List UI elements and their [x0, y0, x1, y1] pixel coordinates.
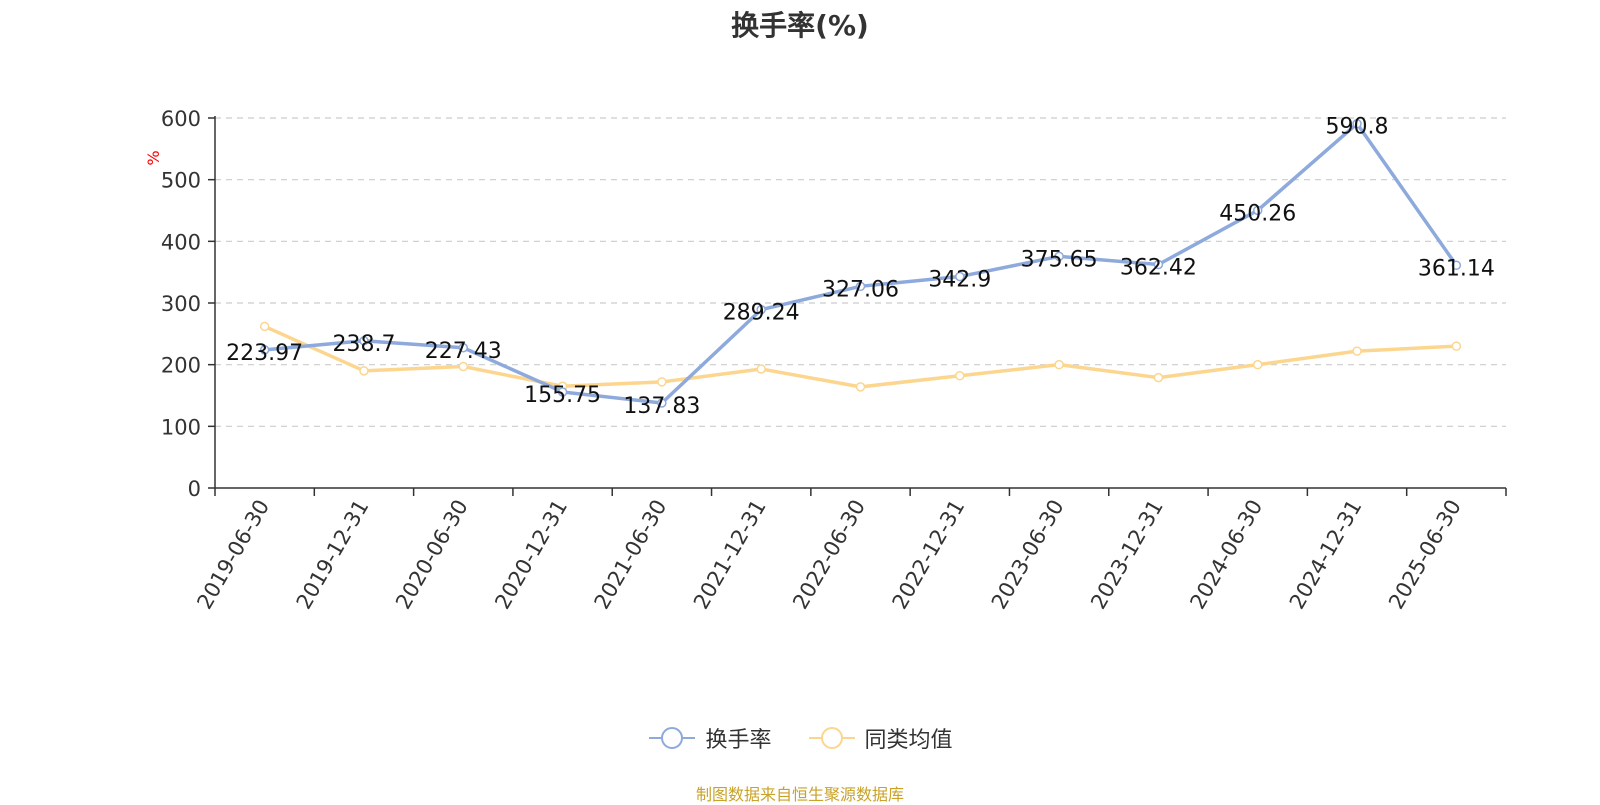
y-tick-label: 100: [161, 415, 201, 439]
data-point-turnover: [1252, 205, 1263, 216]
data-point-turnover: [1352, 118, 1362, 129]
data-point-turnover: [955, 271, 965, 282]
data-label: 450.26: [1219, 201, 1296, 226]
x-tick-label: 2021-12-31: [689, 496, 771, 614]
legend-marker-turnover: [649, 727, 696, 749]
x-tick-label: 2020-06-30: [391, 496, 473, 614]
data-label: 289.24: [723, 301, 800, 326]
legend-item-turnover[interactable]: 换手率: [647, 722, 772, 754]
data-point-peer-average: [855, 382, 866, 392]
data-label: 342.9: [928, 268, 991, 293]
chart-title: 换手率(%): [731, 9, 869, 42]
x-tick-label: 2023-06-30: [987, 496, 1069, 614]
data-point-turnover: [458, 343, 469, 353]
line-chart: 0 100 200 300 400 500 600% 2019-06-30 2019-12-31…: [144, 107, 1507, 614]
data-point-turnover: [359, 336, 369, 346]
data-label: 238.7: [332, 332, 395, 357]
x-tick-label: 2021-06-30: [590, 496, 672, 614]
data-label: 137.83: [623, 394, 700, 419]
y-tick-label: 300: [161, 292, 201, 316]
legend: 换手率 同类均值: [0, 722, 1600, 754]
data-point-turnover: [1451, 260, 1462, 271]
x-tick-label: 2024-06-30: [1185, 496, 1267, 614]
data-label: 227.43: [425, 339, 502, 364]
data-point-peer-average: [1451, 341, 1462, 351]
data-point-turnover: [756, 304, 766, 315]
data-label: 375.65: [1021, 247, 1098, 272]
legend-label-turnover: 换手率: [705, 728, 772, 753]
data-point-turnover: [1054, 251, 1064, 262]
data-point-peer-average: [458, 361, 469, 372]
source-footer: 制图数据来自恒生聚源数据库: [695, 785, 904, 804]
data-point-turnover: [657, 398, 667, 408]
y-tick-label: 200: [161, 354, 201, 378]
data-point-peer-average: [1352, 346, 1362, 356]
data-point-turnover: [259, 345, 270, 355]
x-tick-label: 2022-12-31: [888, 495, 970, 613]
y-tick-label: 0: [188, 477, 201, 501]
data-point-turnover: [1153, 259, 1164, 270]
data-point-peer-average: [1054, 359, 1064, 370]
legend-item-peer-average[interactable]: 同类均值: [807, 722, 953, 754]
data-point-peer-average: [1153, 372, 1164, 383]
data-label: 361.14: [1418, 256, 1495, 281]
data-point-peer-average: [1252, 359, 1263, 370]
x-tick-label: 2025-06-30: [1384, 496, 1466, 614]
legend-marker-peer-average: [808, 727, 855, 749]
data-point-peer-average: [259, 321, 270, 332]
x-tick-label: 2023-12-31: [1086, 496, 1168, 614]
data-point-peer-average: [657, 377, 667, 387]
data-label: 327.06: [822, 277, 899, 302]
data-point-turnover: [855, 281, 866, 292]
data-point-peer-average: [955, 371, 965, 381]
y-tick-label: 600: [161, 107, 201, 131]
x-tick-label: 2024-12-31: [1285, 496, 1367, 614]
y-tick-label: 400: [161, 230, 201, 254]
x-tick-label: 2019-12-31: [292, 496, 374, 614]
legend-label-peer-average: 同类均值: [864, 728, 953, 753]
x-tick-label: 2019-06-30: [192, 496, 274, 614]
data-point-peer-average: [756, 364, 766, 374]
data-label: 590.8: [1326, 115, 1389, 140]
data-point-peer-average: [359, 366, 369, 376]
y-tick-label: 500: [161, 169, 201, 193]
data-label: 362.42: [1120, 256, 1197, 281]
data-point-turnover: [557, 387, 568, 397]
x-tick-label: 2022-06-30: [788, 496, 870, 614]
x-tick-label: 2020-12-31: [490, 496, 572, 614]
data-label: 155.75: [524, 383, 601, 408]
data-label: 223.97: [226, 341, 303, 366]
y-axis-label: %: [144, 150, 163, 165]
